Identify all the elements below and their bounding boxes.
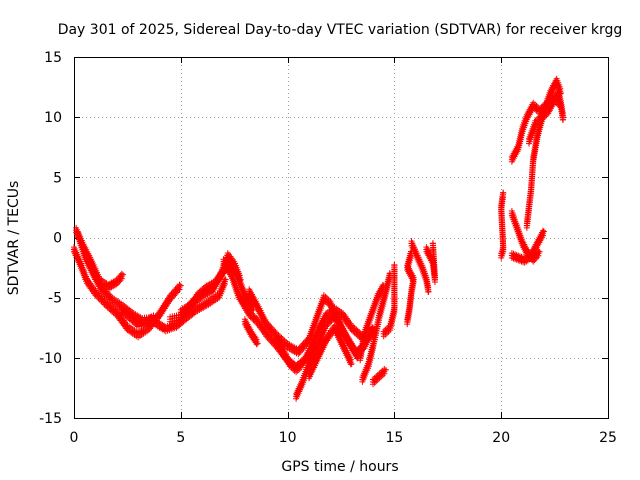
data-point [120,271,127,278]
data-point [150,317,157,324]
data-point [176,286,183,293]
axis-ticks [74,57,609,419]
series-track-y [526,93,567,147]
data-point [177,282,184,289]
data-point [534,254,541,261]
y-tick-label: 10 [44,110,62,126]
y-tick-label: 15 [44,50,62,66]
series-track-s [423,240,438,285]
series-track-q [404,248,417,328]
y-tick-label: -15 [39,411,62,427]
data-point [540,232,546,239]
x-tick-label: 20 [492,430,510,446]
data-point [560,116,567,123]
series-track-p [380,261,398,340]
y-tick-label: 0 [53,231,62,247]
data-point [299,360,306,367]
y-tick-label: -10 [39,351,62,367]
series-track-k [293,310,362,402]
data-points [71,75,567,402]
series-track-m [359,270,394,385]
x-tick-labels: 0 5 10 15 20 25 [70,430,617,446]
series-track-l [306,322,355,382]
data-point [254,340,261,347]
series-track-v [508,208,543,265]
data-point [369,329,376,335]
data-point [327,319,334,326]
data-point [221,281,228,287]
data-point [325,320,332,327]
series-track-u [508,227,547,266]
y-axis-label: SDTVAR / TECUs [6,181,22,296]
y-tick-label: 5 [53,170,62,186]
data-point [535,252,542,259]
data-point [429,240,436,247]
data-point [391,262,398,269]
series-track-t [498,189,507,261]
data-point [500,190,507,196]
data-point [152,313,159,320]
data-point [540,228,547,235]
data-point [118,275,125,282]
series-track-i [241,316,261,348]
data-point [253,341,260,348]
data-point [425,288,432,295]
series-track-x [523,75,564,231]
x-tick-label: 25 [599,430,617,446]
data-point [536,248,543,255]
series-track-d [118,304,159,330]
data-point [324,322,331,329]
data-point [202,288,208,295]
data-point [379,286,386,293]
x-tick-label: 15 [385,430,403,446]
data-point [348,360,355,367]
x-tick-label: 5 [176,430,185,446]
x-tick-label: 10 [279,430,297,446]
data-point [370,324,376,331]
data-point [113,281,120,288]
series-track-r [408,238,432,295]
x-axis-label: GPS time / hours [281,459,398,475]
data-point [222,276,229,283]
x-tick-label: 0 [70,430,79,446]
data-point [531,257,538,264]
y-tick-label: -5 [48,291,62,307]
y-tick-labels: -15 -10 -5 0 5 10 15 [39,50,62,427]
grid-lines [74,57,608,418]
series-track-n [357,282,387,364]
series-track-f [177,256,257,318]
series-track-j [273,334,306,376]
data-point [558,90,564,97]
data-point [380,282,387,289]
data-point [381,370,388,377]
series-track-o [370,366,389,388]
data-point [298,364,304,371]
data-point [382,366,389,373]
chart-title: Day 301 of 2025, Sidereal Day-to-day VTE… [58,22,623,38]
